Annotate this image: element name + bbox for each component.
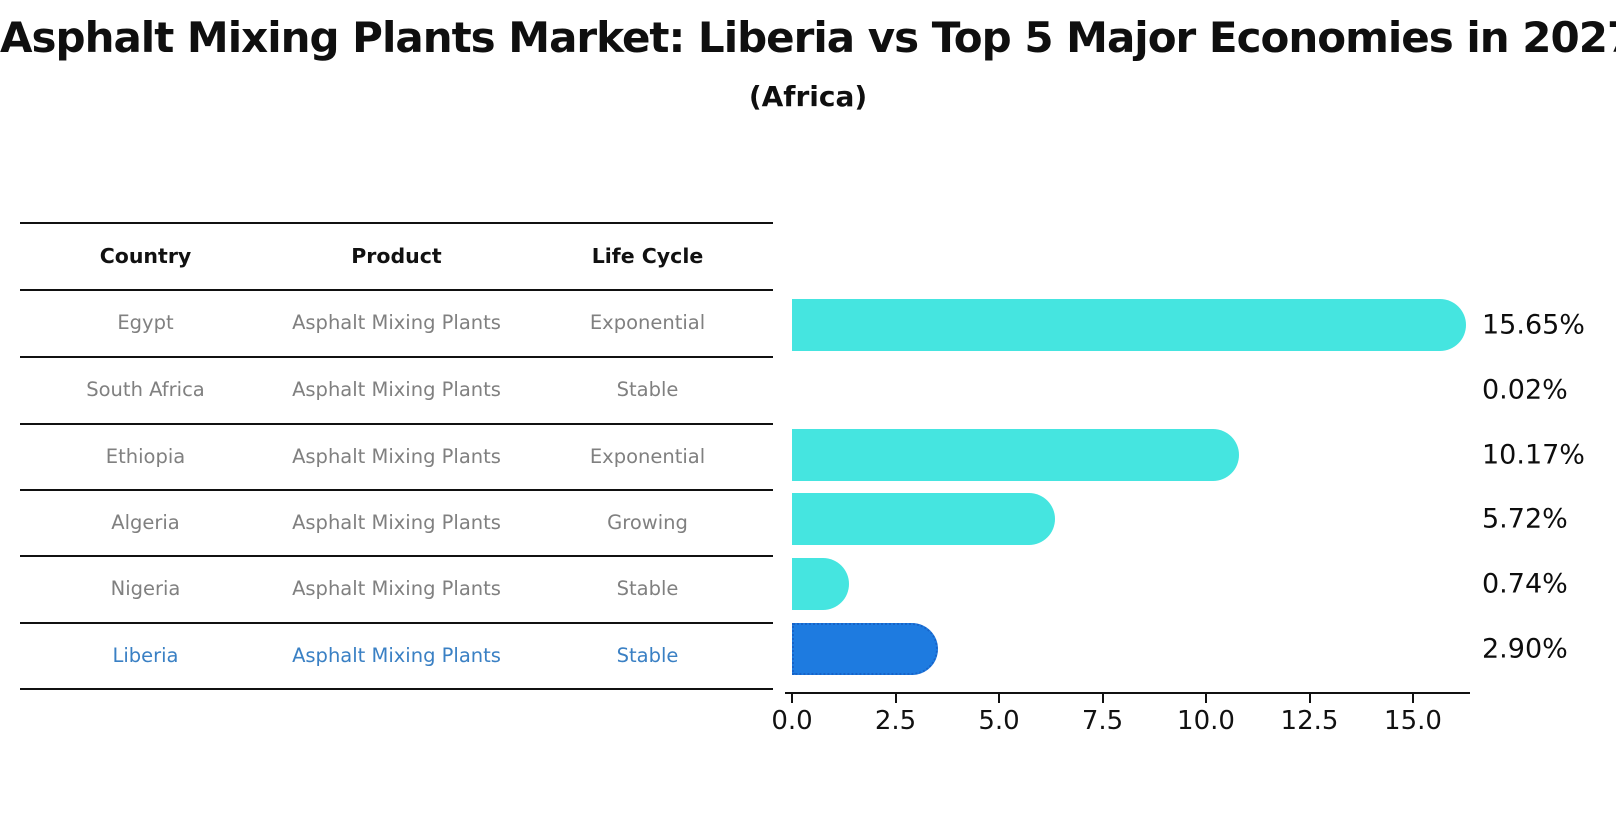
bar-ethiopia — [792, 428, 1240, 481]
table-header-country: Country — [99, 243, 192, 268]
table-rule — [20, 555, 773, 557]
product-cell: Asphalt Mixing Plants — [292, 577, 501, 600]
table-row: Ethiopia Asphalt Mixing Plants Exponential — [20, 425, 773, 487]
value-label: 5.72% — [1482, 503, 1568, 535]
x-tick-mark — [791, 694, 793, 703]
value-label: 0.74% — [1482, 568, 1568, 600]
country-cell: South Africa — [86, 378, 205, 401]
bar-egypt — [792, 299, 1466, 351]
table-row: Algeria Asphalt Mixing Plants Growing — [20, 491, 773, 553]
country-cell: Algeria — [111, 510, 180, 534]
x-tick-label: 10.0 — [1177, 706, 1235, 736]
table-row: South Africa Asphalt Mixing Plants Stable — [20, 359, 773, 421]
life-cycle-cell: Exponential — [589, 311, 706, 334]
bar-liberia — [792, 623, 939, 675]
value-label: 10.17% — [1482, 439, 1585, 471]
product-cell: Asphalt Mixing Plants — [292, 510, 501, 534]
table-rule — [20, 489, 773, 491]
x-tick-mark — [1412, 694, 1414, 703]
value-label: 2.90% — [1482, 633, 1568, 665]
bar-nigeria — [792, 558, 849, 611]
x-tick-label: 12.5 — [1280, 706, 1339, 736]
table-header-product: Product — [351, 243, 442, 268]
product-cell: Asphalt Mixing Plants — [292, 311, 501, 334]
life-cycle-cell: Stable — [616, 378, 679, 401]
table-row: Egypt Asphalt Mixing Plants Exponential — [20, 292, 773, 354]
x-tick-mark — [998, 694, 1000, 703]
product-cell: Asphalt Mixing Plants — [292, 444, 501, 468]
value-label: 0.02% — [1482, 374, 1568, 406]
table-rule — [20, 423, 773, 425]
x-tick-label: 15.0 — [1384, 706, 1442, 736]
table-rule — [20, 622, 773, 624]
life-cycle-cell: Stable — [616, 577, 679, 600]
value-label: 15.65% — [1482, 309, 1585, 341]
x-tick-mark — [894, 694, 897, 703]
x-tick-mark — [1205, 694, 1207, 703]
x-tick-mark — [1308, 694, 1311, 703]
x-tick-label: 5.0 — [978, 706, 1020, 736]
table-rule — [20, 222, 773, 224]
product-cell: Asphalt Mixing Plants — [292, 378, 501, 401]
x-tick-mark — [1101, 694, 1104, 703]
table-rule — [20, 289, 773, 291]
country-cell: Egypt — [117, 311, 174, 334]
table-rule — [20, 688, 773, 690]
bar-algeria — [792, 493, 1055, 546]
life-cycle-cell: Growing — [607, 510, 688, 534]
table-row: Liberia Asphalt Mixing Plants Stable — [20, 624, 773, 686]
x-tick-label: 0.0 — [771, 706, 813, 736]
table-rule — [20, 356, 773, 358]
table-header-row: Country Product Life Cycle — [20, 225, 773, 287]
x-tick-label: 2.5 — [874, 706, 917, 736]
product-cell: Asphalt Mixing Plants — [292, 643, 501, 667]
table-header-life-cycle: Life Cycle — [591, 243, 704, 268]
country-cell: Ethiopia — [105, 444, 186, 468]
x-axis-line — [785, 692, 1470, 694]
life-cycle-cell: Stable — [616, 643, 679, 667]
life-cycle-cell: Exponential — [589, 444, 706, 468]
country-cell: Liberia — [112, 643, 179, 667]
chart-subtitle: (Africa) — [748, 80, 868, 113]
chart-title: Asphalt Mixing Plants Market: Liberia vs… — [0, 13, 1616, 62]
table-row: Nigeria Asphalt Mixing Plants Stable — [20, 558, 773, 620]
x-tick-label: 7.5 — [1081, 706, 1124, 736]
country-cell: Nigeria — [110, 577, 181, 600]
